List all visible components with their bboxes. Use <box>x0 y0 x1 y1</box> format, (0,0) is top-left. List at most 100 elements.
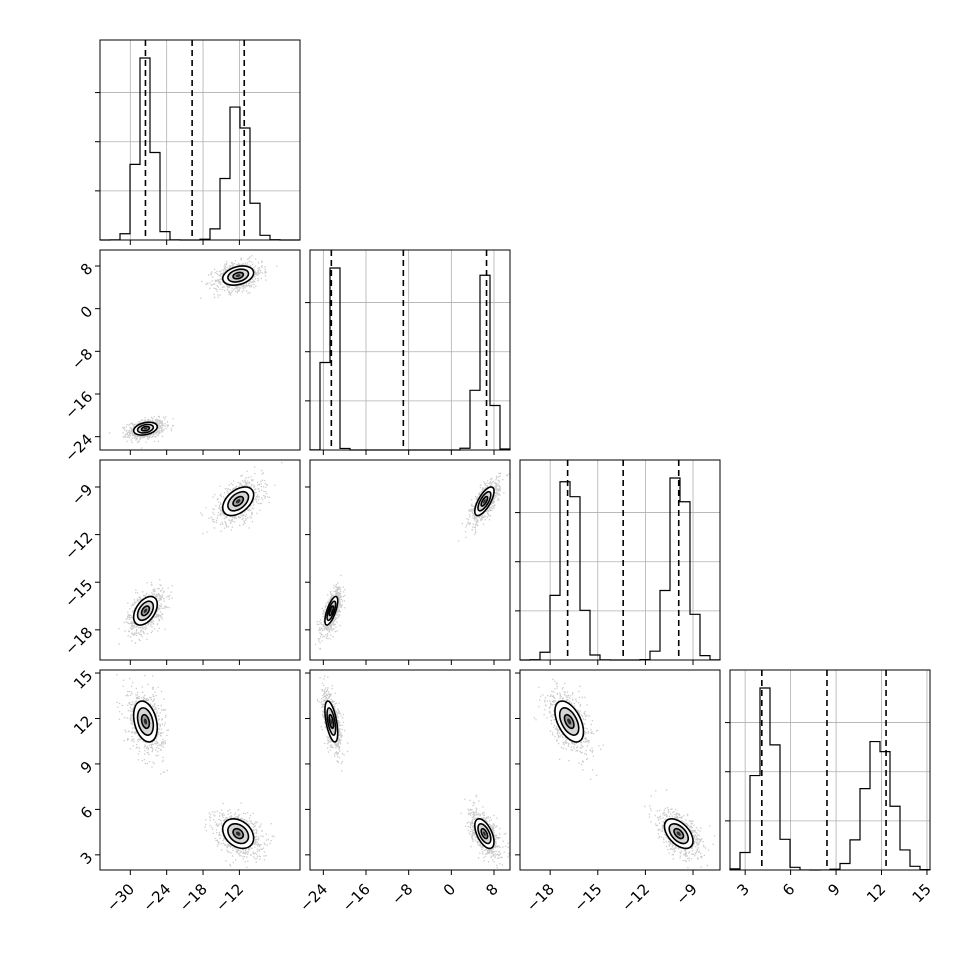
contour-2-1-1-0 <box>480 495 489 507</box>
ytick-label-1-4: 8 <box>77 260 96 279</box>
scatter-body-1-0 <box>108 255 278 449</box>
scatter-frame-2-1 <box>309 459 511 661</box>
ytick-label-1-3: 0 <box>77 302 96 321</box>
ytick-label-3-1: 6 <box>77 803 96 822</box>
scatter-frame-3-1 <box>309 669 511 871</box>
density-core-3-0-0 <box>143 718 148 725</box>
ytick-label-2-0: −18 <box>61 623 96 658</box>
xtick-label-1-4: 8 <box>482 880 501 899</box>
density-core-3-2-0 <box>567 718 572 725</box>
ytick-label-1-0: −24 <box>61 430 96 465</box>
contour-1-0-0-2 <box>132 421 159 436</box>
scatter-body-3-1 <box>316 675 510 870</box>
contour-3-0-0-2 <box>132 700 159 743</box>
contour-2-0-1-1 <box>227 490 250 512</box>
scatter-points-2-1-1 <box>457 472 510 542</box>
xtick-label-1-2: −8 <box>388 880 416 908</box>
contour-3-2-1-2 <box>663 818 694 850</box>
hist-outline-3 <box>729 687 931 871</box>
contour-3-2-0-0 <box>563 713 575 730</box>
contour-3-1-0-1 <box>326 707 337 736</box>
density-core-3-1-0 <box>330 718 333 725</box>
ytick-label-2-2: −12 <box>61 528 96 563</box>
contour-3-2-1-0 <box>673 827 685 840</box>
scatter-body-3-2 <box>533 678 716 869</box>
contour-3-2-0-1 <box>558 707 580 736</box>
hist-frame-3 <box>729 669 931 871</box>
ytick-label-3-0: 3 <box>77 848 96 867</box>
density-core-1-0-0 <box>143 427 148 430</box>
scatter-body-2-0 <box>118 462 283 645</box>
xtick-label-3-0: 3 <box>734 880 753 899</box>
scatter-frame-3-0 <box>99 669 301 871</box>
scatter-panel-1-0 <box>99 249 301 451</box>
contour-1-0-1-0 <box>232 271 245 280</box>
contour-3-0-1-2 <box>221 818 255 850</box>
ytick-label-2-1: −15 <box>61 576 96 611</box>
scatter-points-3-0-0 <box>116 674 170 775</box>
density-core-1-0-1 <box>235 274 241 278</box>
density-core-3-2-1 <box>676 831 681 836</box>
contour-3-0-1-1 <box>227 822 250 845</box>
scatter-frame-2-0 <box>99 459 301 661</box>
ytick-label-1-1: −16 <box>61 388 96 423</box>
hist-frame-0 <box>99 39 301 241</box>
contour-2-0-1-0 <box>232 495 245 507</box>
scatter-frame-1-0 <box>99 249 301 451</box>
xtick-label-0-2: −18 <box>176 880 211 915</box>
xtick-label-3-1: 6 <box>779 880 798 899</box>
contour-3-1-0-0 <box>328 713 335 730</box>
xtick-label-2-3: −9 <box>672 880 700 908</box>
contour-1-0-0-0 <box>140 425 151 432</box>
contour-3-0-0-1 <box>136 707 155 736</box>
xtick-label-3-4: 15 <box>909 880 935 906</box>
xtick-label-0-3: −12 <box>212 880 247 915</box>
contour-1-0-0-1 <box>136 423 155 434</box>
contour-3-2-1-1 <box>668 822 690 845</box>
contour-3-0-1-0 <box>232 827 245 840</box>
scatter-panel-3-2 <box>519 669 721 871</box>
hist-frame-1 <box>309 249 511 451</box>
contour-3-1-1-0 <box>480 827 489 840</box>
contour-2-1-1-1 <box>477 490 492 512</box>
scatter-frame-3-2 <box>519 669 721 871</box>
hist-panel-1 <box>305 249 511 451</box>
xtick-label-0-1: −24 <box>139 880 174 915</box>
scatter-body-2-1 <box>314 472 510 650</box>
xtick-label-0-0: −30 <box>103 880 138 915</box>
ytick-label-2-3: −9 <box>68 481 96 509</box>
xtick-label-3-3: 12 <box>863 880 889 906</box>
scatter-body-3-0 <box>116 674 275 870</box>
contour-3-1-1-1 <box>477 822 492 845</box>
contour-2-1-0-1 <box>326 600 337 622</box>
xtick-label-2-0: −18 <box>523 880 558 915</box>
contour-1-0-1-2 <box>221 265 255 287</box>
hist-panel-2 <box>515 459 721 661</box>
density-core-2-1-1 <box>482 499 486 504</box>
contour-2-1-1-2 <box>474 486 495 517</box>
scatter-panel-3-1 <box>309 669 511 871</box>
xtick-label-2-1: −15 <box>570 880 605 915</box>
hist-outline-1 <box>309 267 511 451</box>
xtick-label-1-3: 0 <box>440 880 459 899</box>
hist-panel-0 <box>95 39 301 241</box>
xtick-label-3-2: 9 <box>824 880 843 899</box>
ytick-label-3-3: 12 <box>70 712 96 738</box>
contour-2-0-0-0 <box>140 605 151 617</box>
hist-frame-2 <box>519 459 721 661</box>
contour-3-1-1-2 <box>473 818 495 850</box>
scatter-panel-2-0 <box>99 459 301 661</box>
xtick-label-1-0: −24 <box>296 880 331 915</box>
scatter-panel-3-0 <box>99 669 301 871</box>
contour-2-0-0-1 <box>136 600 155 622</box>
density-core-3-1-1 <box>482 831 486 836</box>
density-core-2-0-1 <box>235 499 241 504</box>
contour-2-0-1-2 <box>221 486 255 517</box>
contour-3-0-0-0 <box>140 713 151 730</box>
hist-panel-3 <box>725 669 931 871</box>
scatter-panel-2-1 <box>309 459 511 661</box>
density-core-3-0-1 <box>235 831 241 836</box>
contour-3-1-0-2 <box>324 700 339 743</box>
density-core-2-0-0 <box>143 608 148 613</box>
